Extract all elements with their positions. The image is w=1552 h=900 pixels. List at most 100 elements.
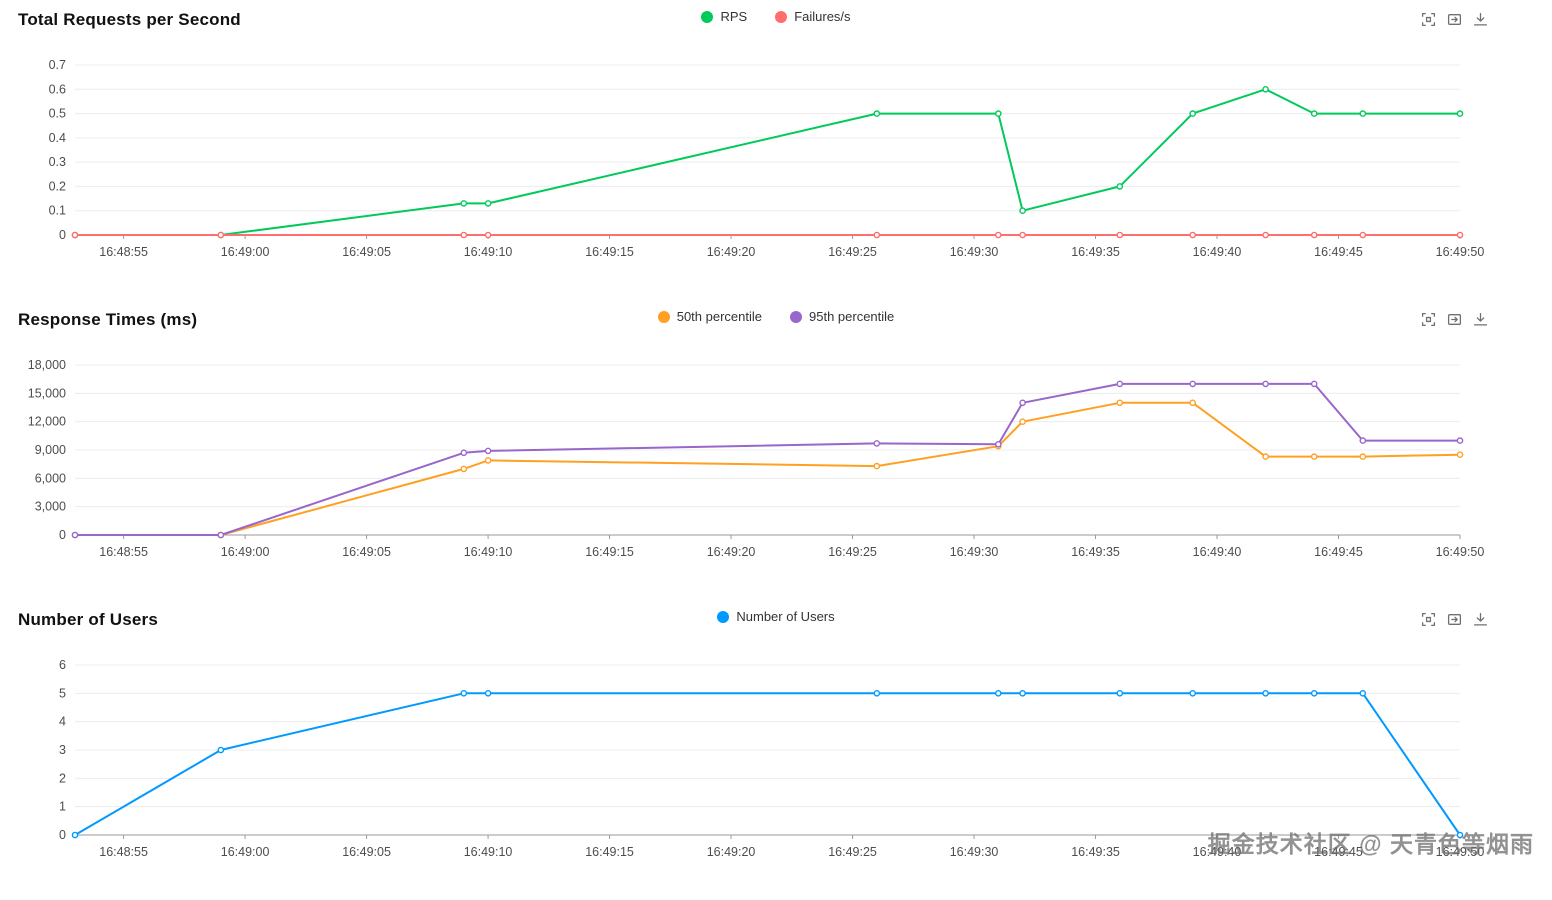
data-point[interactable] bbox=[1359, 231, 1367, 239]
data-point[interactable] bbox=[1019, 690, 1026, 697]
chart-legend-users: Number of Users bbox=[0, 609, 1552, 624]
zoom-reset-icon[interactable] bbox=[1447, 312, 1462, 327]
x-axis-tick-label: 16:49:00 bbox=[221, 845, 270, 859]
y-axis-tick-label: 3 bbox=[59, 743, 66, 757]
data-point[interactable] bbox=[1189, 380, 1196, 388]
data-point[interactable] bbox=[873, 690, 881, 697]
save-image-icon[interactable] bbox=[1473, 612, 1488, 627]
data-point[interactable] bbox=[460, 449, 468, 457]
data-point[interactable] bbox=[1262, 231, 1269, 239]
save-image-icon[interactable] bbox=[1473, 312, 1488, 327]
y-axis-tick-label: 0.1 bbox=[49, 204, 66, 218]
data-point[interactable] bbox=[1019, 207, 1026, 214]
data-point[interactable] bbox=[460, 231, 468, 239]
x-axis-tick-label: 16:49:50 bbox=[1436, 545, 1485, 559]
data-point[interactable] bbox=[217, 531, 225, 539]
chart-title-users: Number of Users bbox=[18, 610, 158, 629]
data-point[interactable] bbox=[1359, 110, 1367, 117]
data-point[interactable] bbox=[1019, 418, 1026, 425]
data-point[interactable] bbox=[1456, 110, 1464, 117]
data-point[interactable] bbox=[1262, 380, 1269, 388]
data-point[interactable] bbox=[1310, 690, 1318, 697]
data-point[interactable] bbox=[484, 690, 492, 697]
data-point[interactable] bbox=[1310, 110, 1318, 117]
zoom-select-icon[interactable] bbox=[1421, 12, 1436, 27]
data-point[interactable] bbox=[1189, 690, 1196, 697]
zoom-reset-icon[interactable] bbox=[1447, 12, 1462, 27]
data-point[interactable] bbox=[71, 531, 79, 539]
data-point[interactable] bbox=[995, 231, 1002, 239]
users-chart-canvas[interactable]: 0 1 2 3 4 5 6 16:48:55 16:49:00 16:49:05 16:49:10 1… bbox=[0, 655, 1552, 870]
data-point[interactable] bbox=[1310, 380, 1318, 388]
data-point[interactable] bbox=[1189, 110, 1196, 117]
data-point[interactable] bbox=[1310, 231, 1318, 239]
x-axis-tick-label: 16:49:50 bbox=[1436, 845, 1485, 859]
zoom-select-icon[interactable] bbox=[1421, 612, 1436, 627]
x-axis-tick-label: 16:49:45 bbox=[1314, 845, 1363, 859]
legend-item[interactable]: Number of Users bbox=[717, 609, 835, 624]
data-point[interactable] bbox=[1116, 231, 1124, 239]
save-image-icon[interactable] bbox=[1473, 12, 1488, 27]
data-point[interactable] bbox=[1019, 399, 1026, 407]
data-point[interactable] bbox=[1359, 453, 1367, 460]
data-point[interactable] bbox=[1189, 399, 1196, 407]
data-point[interactable] bbox=[995, 690, 1002, 697]
data-point[interactable] bbox=[1116, 380, 1124, 388]
data-point[interactable] bbox=[1456, 831, 1464, 839]
data-point[interactable] bbox=[484, 231, 492, 239]
data-point[interactable] bbox=[995, 110, 1002, 117]
y-axis-tick-label: 4 bbox=[59, 715, 66, 729]
x-axis-tick-label: 16:49:35 bbox=[1071, 245, 1120, 259]
zoom-select-icon[interactable] bbox=[1421, 312, 1436, 327]
legend-item[interactable]: 95th percentile bbox=[790, 309, 894, 324]
data-point[interactable] bbox=[1116, 399, 1124, 407]
data-point[interactable] bbox=[873, 440, 881, 447]
data-point[interactable] bbox=[460, 690, 468, 697]
data-point[interactable] bbox=[1456, 437, 1464, 444]
response-times-chart-canvas[interactable]: 0 3,000 6,000 9,000 12,000 15,000 18,000 16:48:… bbox=[0, 355, 1552, 570]
legend-item[interactable]: 50th percentile bbox=[657, 309, 762, 324]
data-point[interactable] bbox=[1359, 690, 1367, 697]
data-point[interactable] bbox=[1456, 231, 1464, 239]
x-axis-tick-label: 16:49:50 bbox=[1436, 245, 1485, 259]
legend-item[interactable]: RPS bbox=[701, 9, 747, 24]
data-point[interactable] bbox=[1116, 690, 1124, 697]
data-point[interactable] bbox=[1262, 690, 1269, 697]
data-point[interactable] bbox=[1310, 453, 1318, 460]
data-point[interactable] bbox=[484, 457, 492, 464]
legend-item[interactable]: Failures/s bbox=[775, 9, 851, 24]
data-point[interactable] bbox=[995, 441, 1002, 448]
data-point[interactable] bbox=[1116, 183, 1124, 190]
data-point[interactable] bbox=[873, 231, 881, 239]
x-axis-tick-label: 16:48:55 bbox=[99, 245, 148, 259]
y-axis-tick-label: 12,000 bbox=[28, 415, 66, 429]
y-axis-tick-label: 2 bbox=[59, 771, 66, 785]
data-point[interactable] bbox=[71, 831, 79, 839]
x-axis-tick-label: 16:49:30 bbox=[950, 845, 999, 859]
data-point[interactable] bbox=[873, 462, 881, 470]
x-axis-tick-label: 16:49:05 bbox=[342, 845, 391, 859]
data-point[interactable] bbox=[71, 231, 79, 239]
data-point[interactable] bbox=[460, 200, 468, 207]
data-point[interactable] bbox=[460, 465, 468, 473]
data-point[interactable] bbox=[217, 231, 225, 239]
x-axis-tick-label: 16:49:15 bbox=[585, 845, 634, 859]
x-axis-tick-label: 16:49:00 bbox=[221, 545, 270, 559]
data-point[interactable] bbox=[1359, 437, 1367, 444]
y-axis-tick-label: 6 bbox=[59, 658, 66, 672]
data-point[interactable] bbox=[484, 447, 492, 455]
data-point[interactable] bbox=[1456, 451, 1464, 458]
data-point[interactable] bbox=[873, 110, 881, 117]
data-point[interactable] bbox=[484, 200, 492, 207]
y-axis-tick-label: 6,000 bbox=[35, 471, 66, 485]
data-point[interactable] bbox=[1262, 453, 1269, 460]
data-point[interactable] bbox=[1019, 231, 1026, 239]
data-point[interactable] bbox=[217, 746, 225, 754]
legend-label: 50th percentile bbox=[676, 309, 762, 324]
data-point[interactable] bbox=[1189, 231, 1196, 239]
y-axis-tick-label: 9,000 bbox=[35, 443, 66, 457]
rps-chart-canvas[interactable]: 0 0.1 0.2 0.3 0.4 0.5 0.6 0.7 16:48:55 16:49:00 16… bbox=[0, 55, 1552, 270]
data-point[interactable] bbox=[1262, 85, 1269, 93]
zoom-reset-icon[interactable] bbox=[1447, 612, 1462, 627]
series-failures-s bbox=[71, 231, 1464, 239]
